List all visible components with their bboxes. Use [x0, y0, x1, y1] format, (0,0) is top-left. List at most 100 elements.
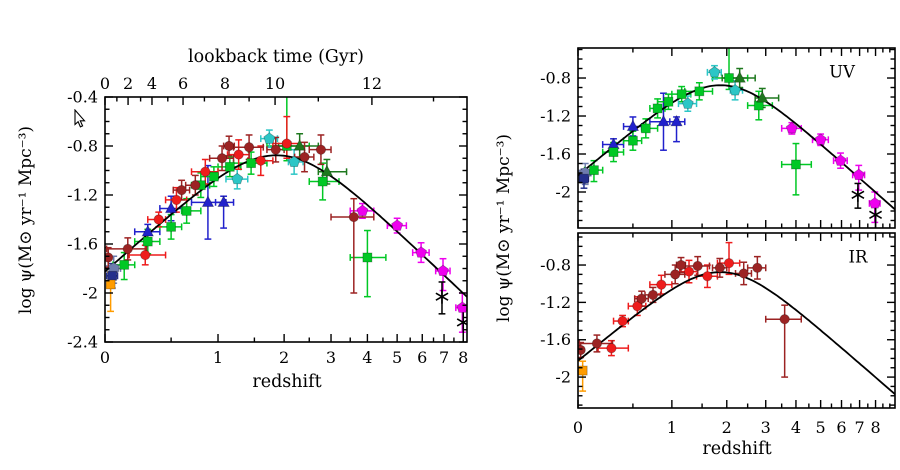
data-point-uv-squares-green: [652, 103, 663, 114]
main-panel: 0 1 2 3 4 5 6 7 80 2 4 6 8 10 12-0.4-0.8-1.2-1.6-2-2.4: [67, 74, 468, 367]
data-point-ir-circles-red: [153, 214, 164, 225]
svg-text:0: 0: [100, 74, 110, 93]
svg-text:1: 1: [667, 418, 677, 437]
svg-text:-2: -2: [555, 368, 571, 387]
data-point-ir-circles-red: [140, 249, 151, 261]
svg-text:8: 8: [458, 348, 468, 367]
data-point-uv-squares-green: [246, 158, 256, 169]
svg-text:5: 5: [816, 418, 826, 437]
data-point-uv-squares-green: [166, 221, 177, 232]
data-point-uv-triangles-darkgreen: [733, 70, 746, 83]
svg-text:-1.2: -1.2: [67, 186, 98, 205]
data-point-uv-pentagons-magenta: [415, 246, 428, 258]
ir-panel-label: IR: [848, 247, 868, 267]
svg-text:8: 8: [870, 418, 880, 437]
data-point-ir-circles-darkred: [299, 151, 310, 163]
svg-text:-1.2: -1.2: [540, 293, 571, 312]
svg-text:3: 3: [761, 418, 771, 437]
svg-text:12: 12: [362, 74, 382, 93]
data-point-ir-circles-darkred: [714, 262, 725, 273]
data-point-uv-triangles-darkgreen: [293, 138, 306, 151]
svg-text:2: 2: [279, 348, 289, 367]
data-point-ir-circles-red: [683, 266, 695, 277]
svg-text:4: 4: [791, 418, 801, 437]
data-point-ir-circles-darkred: [636, 293, 647, 304]
data-point-ir-circles-red: [723, 258, 735, 269]
data-point-uv-triangles-blue: [201, 195, 215, 207]
data-point-uv-pentagons-cyan: [231, 172, 244, 185]
data-point-uv-pentagons-cyan: [681, 97, 694, 109]
svg-text:2: 2: [123, 74, 133, 93]
svg-text:4: 4: [147, 74, 157, 93]
data-point-ir-circles-red: [281, 138, 292, 149]
data-point-ir-circles-darkred: [122, 243, 133, 254]
right-x-axis-label: redshift: [702, 439, 772, 459]
data-point-uv-squares-green: [589, 165, 599, 176]
svg-text:7: 7: [439, 348, 449, 367]
svg-text:7: 7: [855, 418, 865, 437]
svg-text:-1.6: -1.6: [67, 235, 98, 254]
data-point-ir-circles-darkred: [270, 144, 281, 155]
svg-text:-2: -2: [82, 284, 98, 303]
data-point-uv-triangles-darkgreen: [756, 90, 769, 103]
data-point-uv-pentagons-cyan: [708, 66, 721, 78]
svg-text:1: 1: [213, 348, 223, 367]
data-point-uv-triangles-blue: [657, 114, 670, 127]
svg-text:-0.8: -0.8: [540, 256, 571, 275]
svg-text:0: 0: [100, 348, 110, 367]
data-point-uv-square-navy: [579, 173, 589, 184]
right-y-axis-label: log ψ(M⊙ yr⁻¹ Mpc⁻³): [494, 133, 514, 323]
data-point-ir-circles-darkred: [675, 259, 687, 271]
top-axis-title: lookback time (Gyr): [188, 47, 364, 67]
data-point-ir-circles-darkred: [190, 180, 201, 191]
data-point-ir-circles-red: [171, 194, 182, 205]
data-point-ir-circles-darkred: [216, 153, 228, 164]
best-fit-curve: [105, 154, 467, 298]
data-point-ir-circles-darkred: [243, 142, 255, 153]
data-point-ir-circles-red: [702, 271, 713, 282]
data-point-uv-squares-green: [142, 236, 153, 247]
mouse-cursor-icon: [74, 109, 86, 128]
uv-panel-label: UV: [829, 62, 855, 82]
data-point-uv-squares-green: [676, 89, 687, 100]
data-point-ir-circles-darkred: [779, 314, 790, 325]
data-point-ir-circles-red: [632, 301, 643, 312]
svg-text:5: 5: [392, 348, 402, 367]
data-point-uv-pentagons-magenta: [785, 122, 798, 134]
svg-text:8: 8: [220, 74, 230, 93]
data-point-ir-circles-red: [617, 315, 628, 327]
data-point-uv-square-navy: [107, 270, 118, 281]
data-point-ir-circles-red: [255, 155, 266, 166]
data-point-uv-pentagons-magenta: [437, 264, 450, 277]
svg-text:-1.2: -1.2: [540, 107, 571, 126]
svg-text:-0.4: -0.4: [67, 88, 98, 107]
ir-panel: 0 1 2 3 4 5 6 7 8 -0.8 -1.2 -1.6 -2: [540, 232, 896, 437]
data-point-ir-circles-darkred: [315, 144, 327, 155]
svg-text:6: 6: [836, 418, 846, 437]
svg-text:-0.8: -0.8: [540, 69, 571, 88]
data-point-uv-pentagons-magenta: [391, 219, 404, 231]
svg-text:3: 3: [326, 348, 336, 367]
data-point-uv-pentagons-magenta: [456, 301, 467, 313]
data-point-uv-stars-black: [851, 187, 865, 202]
data-point-ir-circles-darkred: [647, 289, 659, 301]
data-point-uv-stars-black: [869, 207, 883, 222]
data-point-uv-pentagons-magenta: [814, 133, 827, 145]
best-fit-curve: [578, 271, 895, 395]
data-point-ir-circle-darkred-local: [105, 252, 114, 263]
data-point-uv-squares-green: [791, 159, 801, 170]
data-point-uv-pentagons-magenta: [356, 204, 369, 217]
data-point-uv-pentagons-cyan: [263, 132, 276, 144]
data-point-uv-triangles-blue: [141, 224, 155, 237]
data-point-ir-circles-red: [200, 166, 211, 177]
data-point-uv-triangles-blue: [626, 119, 640, 132]
svg-text:6: 6: [417, 348, 427, 367]
svg-text:-2: -2: [555, 183, 571, 202]
data-point-uv-squares-green: [362, 252, 373, 263]
svg-text:-1.6: -1.6: [540, 330, 571, 349]
main-x-axis-label: redshift: [252, 372, 322, 392]
svg-text:-0.8: -0.8: [67, 137, 98, 156]
svg-text:-1.6: -1.6: [540, 145, 571, 164]
data-point-ir-circle-darkred-local: [578, 344, 586, 356]
